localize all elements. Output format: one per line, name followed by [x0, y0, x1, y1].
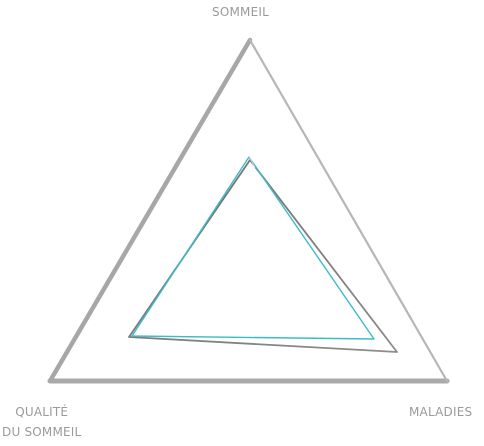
axis-label-qualite-du-sommeil: QUALITÉ DU SOMMEIL: [2, 405, 81, 440]
axis-label-qualite-line2: DU SOMMEIL: [2, 425, 82, 439]
outer-triangle: [47, 37, 450, 384]
axis-label-qualite-line1: QUALITÉ: [15, 405, 69, 419]
axis-label-sommeil: SOMMEIL: [212, 5, 269, 19]
middle-triangle: [128, 159, 398, 353]
axis-label-maladies: MALADIES: [409, 405, 473, 419]
outer-edge-left: [47, 37, 253, 384]
outer-edge-right: [248, 38, 449, 383]
apex-highlight: [248, 155, 256, 169]
inner-triangle: [131, 156, 375, 340]
